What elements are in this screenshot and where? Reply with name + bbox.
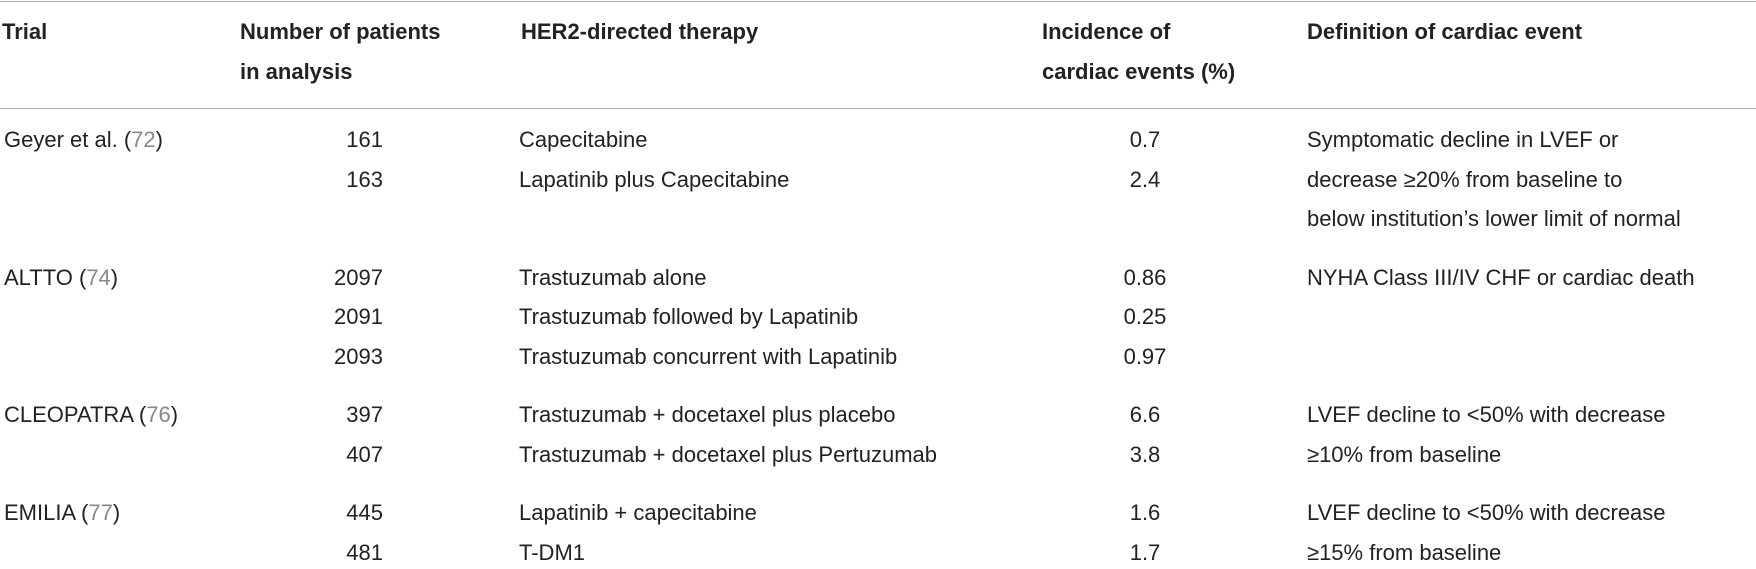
trial-name: EMILIA ( <box>4 500 89 525</box>
incidence-cell: 1.7 <box>1129 539 1161 565</box>
incidence-cell: 2.4 <box>1129 166 1161 192</box>
patients-cell: 163 <box>346 166 383 192</box>
definition-cell: decrease ≥20% from baseline to <box>1307 166 1623 192</box>
trial-name: CLEOPATRA ( <box>4 402 147 427</box>
top-rule <box>0 1 1756 2</box>
therapy-cell: Trastuzumab concurrent with Lapatinib <box>519 343 898 369</box>
definition-cell: Symptomatic decline in LVEF or <box>1307 127 1619 152</box>
therapy-cell: Lapatinib + capecitabine <box>519 500 757 525</box>
trial-name: ) <box>155 127 163 152</box>
trial-cell: CLEOPATRA (76) <box>4 404 178 426</box>
trial-name: ) <box>170 402 179 427</box>
trial-cell: ALTTO (74) <box>4 264 119 290</box>
trial-cell: Geyer et al. (72) <box>4 129 163 151</box>
header-cell: Trial <box>2 19 48 44</box>
incidence-cell: 0.7 <box>1129 127 1161 152</box>
definition-cell: below institution’s lower limit of norma… <box>1307 206 1681 231</box>
definition-cell: LVEF decline to <50% with decrease <box>1307 500 1666 525</box>
reference: 76 <box>146 402 171 427</box>
patients-cell: 161 <box>346 127 383 152</box>
incidence-cell: 1.6 <box>1129 500 1161 525</box>
patients-cell: 397 <box>346 402 383 427</box>
definition-cell: ≥15% from baseline <box>1307 539 1502 565</box>
header-cell: cardiac events (%) <box>1042 59 1236 84</box>
patients-cell: 445 <box>346 500 383 525</box>
trial-name: ALTTO ( <box>4 264 87 290</box>
header-cell: Incidence of <box>1042 19 1171 44</box>
patients-cell: 2093 <box>334 343 383 369</box>
trial-name: Geyer et al. ( <box>4 127 132 152</box>
incidence-cell: 0.86 <box>1123 264 1167 290</box>
trial-name: ) <box>112 500 121 525</box>
therapy-cell: T-DM1 <box>519 539 585 565</box>
reference: 74 <box>86 264 111 290</box>
definition-cell: LVEF decline to <50% with decrease <box>1307 402 1666 427</box>
therapy-cell: Trastuzumab alone <box>519 264 707 290</box>
header-cell: Definition of cardiac event <box>1307 19 1583 44</box>
incidence-cell: 0.97 <box>1123 343 1167 369</box>
incidence-cell: 3.8 <box>1129 441 1161 467</box>
definition-cell: ≥10% from baseline <box>1307 441 1502 467</box>
patients-cell: 481 <box>346 539 383 565</box>
patients-cell: 2091 <box>334 304 383 329</box>
therapy-cell: Capecitabine <box>519 127 648 152</box>
definition-cell: NYHA Class III/IV CHF or cardiac death <box>1307 264 1695 290</box>
therapy-cell: Lapatinib plus Capecitabine <box>519 166 790 192</box>
incidence-cell: 0.25 <box>1123 304 1167 329</box>
therapy-cell: Trastuzumab followed by Lapatinib <box>519 304 859 329</box>
trial-name: ) <box>110 264 119 290</box>
reference: 77 <box>88 500 113 525</box>
patients-cell: 407 <box>346 441 383 467</box>
therapy-cell: Trastuzumab + docetaxel plus placebo <box>519 402 896 427</box>
patients-cell: 2097 <box>334 264 383 290</box>
trial-cell: EMILIA (77) <box>4 502 120 524</box>
incidence-cell: 6.6 <box>1129 402 1161 427</box>
reference: 72 <box>131 127 156 152</box>
header-cell: Number of patients <box>240 19 441 44</box>
therapy-cell: Trastuzumab + docetaxel plus Pertuzumab <box>519 441 938 467</box>
header-cell: in analysis <box>240 59 353 84</box>
header-rule <box>0 108 1756 109</box>
header-cell: HER2-directed therapy <box>521 19 759 44</box>
